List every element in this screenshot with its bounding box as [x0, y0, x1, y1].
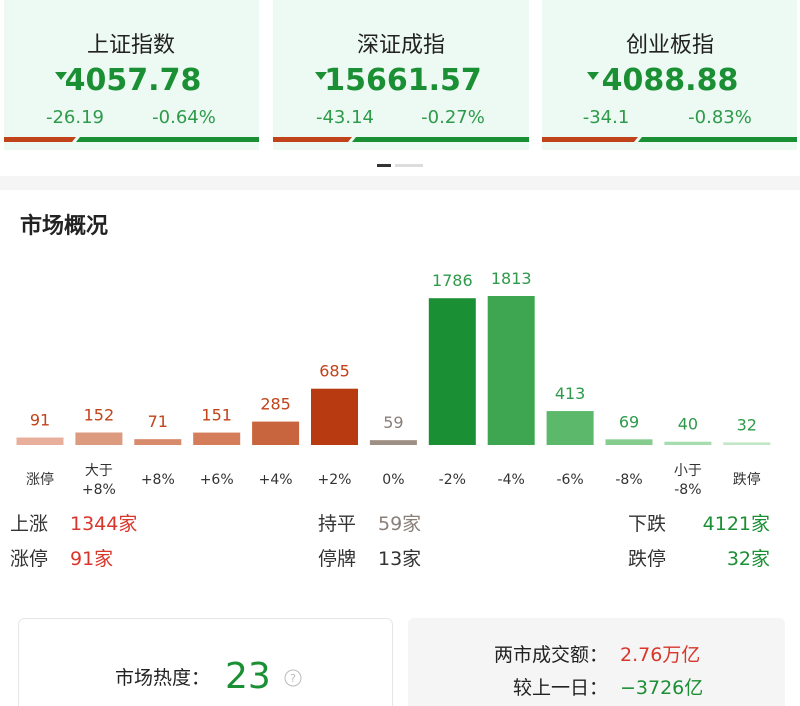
bar	[75, 432, 123, 445]
bar	[311, 388, 358, 445]
heat-value: 23	[225, 656, 271, 697]
summary-label: 上涨	[10, 513, 48, 535]
down-bar	[638, 137, 797, 142]
index-value: 4088.88	[602, 63, 739, 98]
turnover-value: 2.76万亿	[620, 644, 700, 666]
page-dot	[395, 164, 423, 167]
bar-chart: 91 152 71 151 285 685 59 1786 1813 413 69 40 32	[16, 269, 771, 445]
category-label: 涨停	[26, 472, 54, 488]
heat-card[interactable]	[18, 618, 393, 706]
category-label: 大于 +8%	[81, 463, 116, 498]
category-label: +6%	[199, 472, 234, 488]
category-label: -2%	[438, 472, 466, 488]
category-label: +8%	[140, 472, 175, 488]
data-label: 685	[319, 362, 350, 381]
index-value: 15661.57	[324, 63, 482, 98]
separator	[0, 176, 800, 190]
bar	[605, 439, 653, 445]
bar	[664, 441, 712, 445]
heat-label: 市场热度：	[115, 667, 210, 689]
down-arrow	[587, 72, 599, 80]
summary-label: 下跌	[628, 513, 666, 535]
data-label: 71	[148, 412, 168, 431]
bar	[487, 296, 535, 445]
section-title: 市场概况	[20, 213, 108, 239]
summary-value: 13家	[378, 548, 421, 570]
data-label: 1786	[432, 271, 473, 290]
data-label: 285	[260, 395, 291, 414]
index-change: -43.14	[316, 107, 374, 128]
index-pct: -0.27%	[421, 107, 485, 128]
summary-value: 4121家	[703, 513, 770, 535]
data-label: 69	[619, 412, 639, 431]
index-name: 上证指数	[87, 33, 175, 58]
down-arrow	[55, 72, 67, 80]
turnover-diff-label: 较上一日：	[513, 677, 608, 699]
bar	[193, 432, 241, 445]
help-icon-mark: ?	[290, 672, 296, 685]
category-label: +2%	[317, 472, 352, 488]
bar	[428, 298, 476, 445]
bar	[134, 439, 182, 445]
page-dot-active	[377, 164, 391, 167]
summary-label: 持平	[318, 513, 356, 535]
category-label: -6%	[556, 472, 584, 488]
data-label: 152	[84, 406, 115, 425]
summary-label: 涨停	[10, 548, 48, 570]
down-bar	[352, 137, 529, 142]
data-label: 1813	[491, 269, 532, 288]
summary: 上涨 1344家 涨停 91家 持平 59家 停牌 13家 下跌 4121家 跌…	[10, 513, 770, 570]
down-arrow	[315, 72, 327, 80]
help-icon[interactable]	[284, 669, 302, 687]
index-name: 创业板指	[626, 33, 714, 58]
summary-value: 91家	[70, 548, 113, 570]
down-bar	[76, 137, 259, 142]
summary-label: 跌停	[628, 548, 666, 570]
category-label: 0%	[382, 472, 405, 488]
bar	[723, 442, 771, 445]
data-label: 151	[201, 406, 232, 425]
up-bar	[542, 137, 638, 142]
card[interactable]: 创业板指 4088.88 -34.1 -0.83%	[542, 0, 797, 150]
data-label: 32	[737, 415, 757, 434]
index-name: 深证成指	[357, 33, 445, 58]
card[interactable]: 深证成指 15661.57 -43.14 -0.27%	[273, 0, 529, 150]
index-pct: -0.83%	[688, 107, 752, 128]
category-label: 小于 -8%	[673, 463, 702, 498]
bar	[546, 411, 594, 445]
data-label: 59	[383, 413, 403, 432]
index-pct: -0.64%	[152, 107, 216, 128]
data-label: 91	[30, 411, 50, 430]
index-change: -34.1	[583, 107, 630, 128]
up-bar	[273, 137, 352, 142]
bar	[369, 440, 417, 445]
up-bar	[4, 137, 76, 142]
bar	[252, 421, 300, 445]
summary-value: 59家	[378, 513, 421, 535]
summary-label: 停牌	[318, 548, 356, 570]
summary-value: 32家	[727, 548, 770, 570]
card-bg	[542, 0, 797, 150]
category-label: 跌停	[732, 472, 761, 488]
category-label: +4%	[258, 472, 293, 488]
card[interactable]: 上证指数 4057.78 -26.19 -0.64%	[4, 0, 259, 150]
card-bg	[273, 0, 529, 150]
data-label: 40	[678, 415, 698, 434]
turnover-label: 两市成交额：	[494, 644, 608, 666]
index-value: 4057.78	[65, 63, 202, 98]
bar	[16, 437, 64, 445]
summary-value: 1344家	[70, 513, 137, 535]
category-label: -8%	[615, 472, 643, 488]
index-change: -26.19	[46, 107, 104, 128]
card-bg	[4, 0, 259, 150]
turnover-diff-value: −3726亿	[620, 677, 703, 699]
category-label: -4%	[497, 472, 525, 488]
turnover-card[interactable]	[408, 618, 785, 706]
data-label: 413	[555, 384, 586, 403]
